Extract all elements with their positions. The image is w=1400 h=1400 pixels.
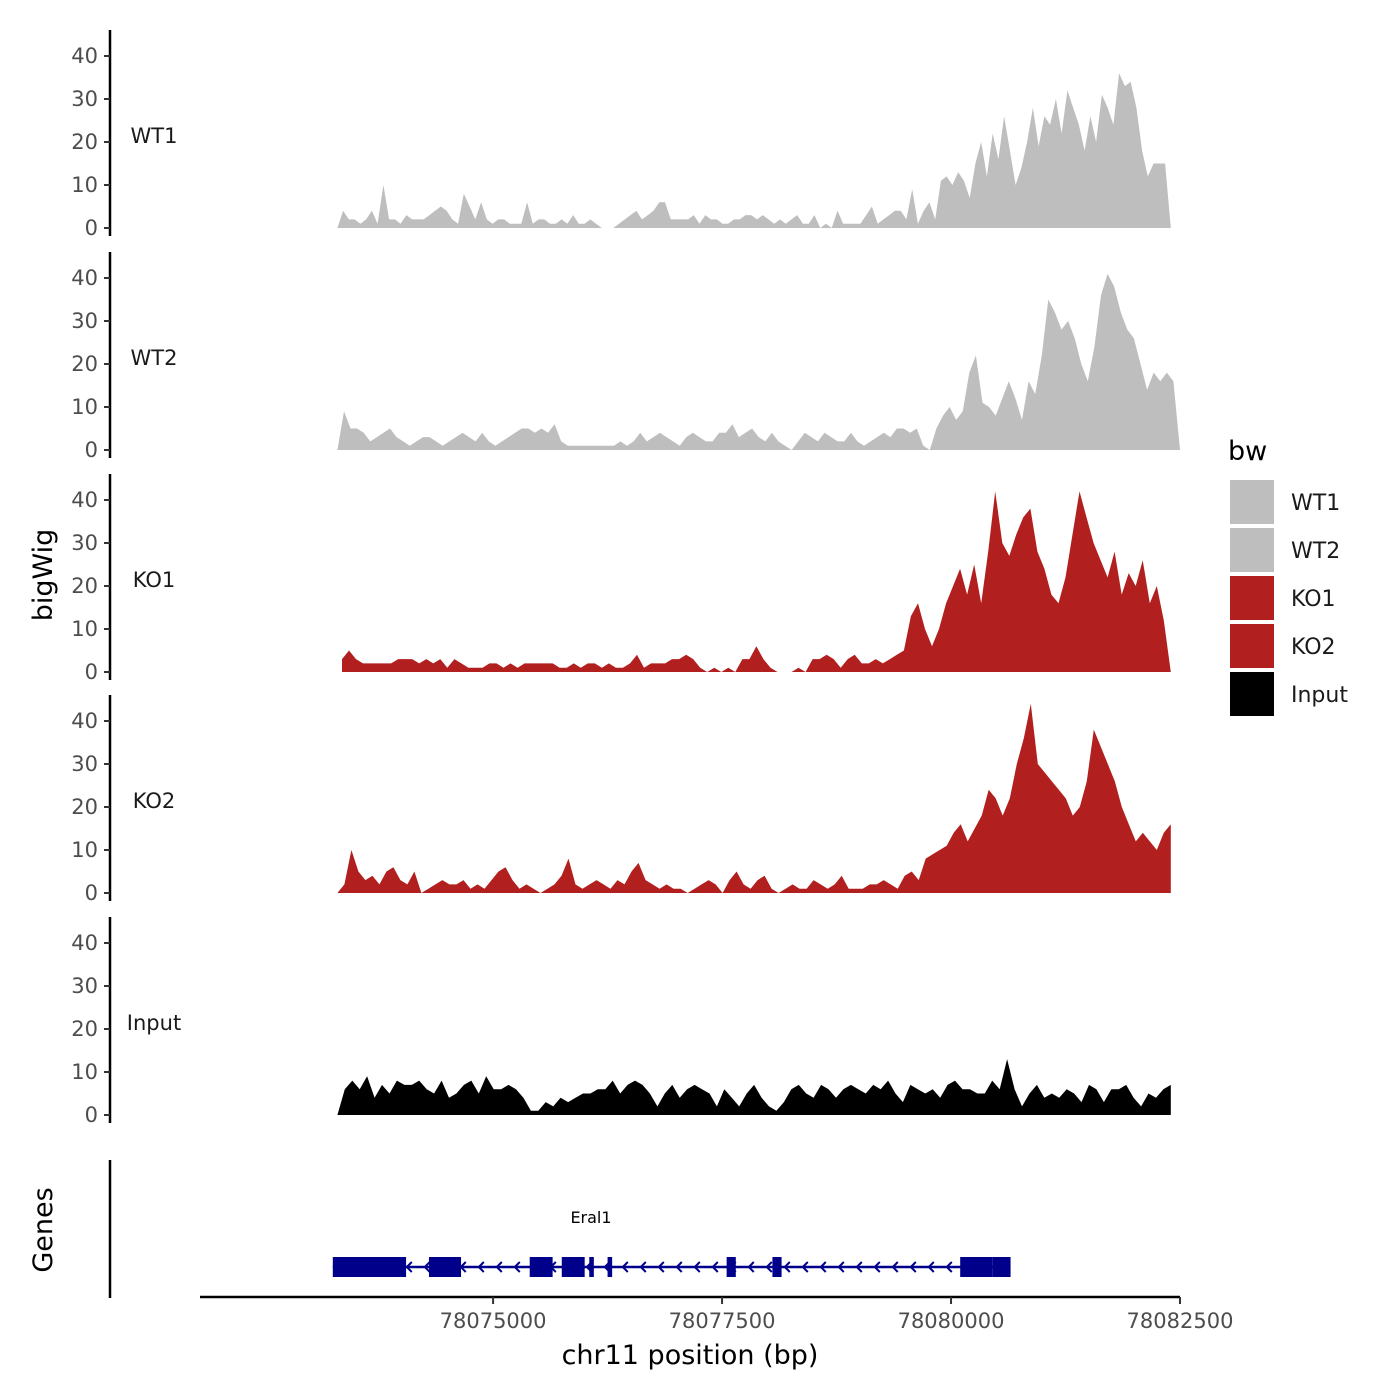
track-label: WT2 [131,346,178,370]
legend-title: bw [1228,436,1267,467]
gene-exon [607,1257,613,1277]
strand-arrow [675,1261,683,1273]
legend-swatch-wt2 [1230,528,1274,572]
y-tick-label: 10 [71,1060,98,1084]
y-tick-label: 10 [71,173,98,197]
y-tick-label: 30 [71,531,98,555]
y-tick-label: 0 [85,660,98,684]
y-tick-label: 20 [71,795,98,819]
x-axis: 78075000 78077500 78080000 78082500 [200,1295,1234,1333]
x-tick-label: 78082500 [1127,1309,1234,1333]
legend-swatch-input [1230,672,1274,716]
strand-arrow [873,1261,881,1273]
track-label: WT1 [131,124,178,148]
x-tick-label: 78075000 [440,1309,547,1333]
signal-area-wt2 [337,273,1180,450]
strand-arrow [693,1261,701,1273]
strand-arrow [855,1261,863,1273]
signal-area-ko2 [337,703,1171,893]
legend-label-ko1: KO1 [1291,587,1336,612]
y-tick-label: 20 [71,130,98,154]
y-tick-label: 0 [85,438,98,462]
x-tick-label: 78077500 [669,1309,776,1333]
signal-tracks: 0 10 20 30 40 WT1 0 10 20 30 40 WT2 0 10 20 30 40 KO1 0 10 2… [71,30,1180,1127]
legend-label-wt1: WT1 [1291,491,1340,516]
y-tick-label: 30 [71,974,98,998]
y-tick-label: 0 [85,1103,98,1127]
gene-exon [772,1257,782,1277]
track-input: 0 10 20 30 40 Input [71,917,1171,1127]
track-label: Input [127,1011,181,1035]
strand-arrow [747,1261,755,1273]
y-tick-label: 40 [71,44,98,68]
signal-area-input [337,1059,1171,1115]
gene-exon [428,1257,462,1277]
y-tick-label: 0 [85,881,98,905]
gene-exon [992,1257,1011,1277]
y-tick-label: 40 [71,488,98,512]
y-tick-label: 30 [71,87,98,111]
gene-track: Eral1 [108,1160,1011,1298]
legend-swatch-ko1 [1230,576,1274,620]
y-tick-label: 20 [71,574,98,598]
strand-arrow [927,1261,935,1273]
y-tick-label: 30 [71,309,98,333]
strand-arrow [405,1261,413,1273]
x-axis-label: chr11 position (bp) [562,1340,819,1371]
strand-arrow [819,1261,827,1273]
track-label: KO2 [133,789,176,813]
strand-arrow [657,1261,665,1273]
y-tick-label: 10 [71,617,98,641]
genes-track-label: Genes [28,1187,59,1272]
y-tick-label: 40 [71,266,98,290]
track-ko1: 0 10 20 30 40 KO1 [71,474,1171,684]
signal-area-ko1 [342,491,1171,672]
strand-arrow [783,1261,791,1273]
y-axis-label: bigWig [28,529,59,622]
track-ko2: 0 10 20 30 40 KO2 [71,695,1171,905]
strand-arrow [945,1261,953,1273]
strand-arrow [711,1261,719,1273]
gene-exon [726,1257,736,1277]
strand-arrow [765,1261,773,1273]
track-wt2: 0 10 20 30 40 WT2 [71,252,1180,462]
y-tick-label: 0 [85,216,98,240]
y-tick-label: 40 [71,709,98,733]
gene-exon [332,1257,407,1277]
strand-arrow [513,1261,521,1273]
strand-arrow [423,1261,431,1273]
strand-arrow [477,1261,485,1273]
gene-name-label: Eral1 [570,1208,611,1227]
track-label: KO1 [133,568,176,592]
strand-arrow [621,1261,629,1273]
y-tick-label: 30 [71,752,98,776]
y-tick-label: 10 [71,838,98,862]
y-tick-label: 20 [71,352,98,376]
y-tick-label: 10 [71,395,98,419]
strand-arrow [909,1261,917,1273]
strand-arrow [837,1261,845,1273]
signal-area-wt1 [337,73,1171,228]
legend-label-input: Input [1291,683,1348,708]
y-tick-label: 40 [71,931,98,955]
legend-label-ko2: KO2 [1291,635,1336,660]
legend-swatch-wt1 [1230,480,1274,524]
legend: bw WT1 WT2 KO1 KO2 Input [1228,436,1348,716]
y-tick-label: 20 [71,1017,98,1041]
gene-exon [589,1257,594,1277]
legend-label-wt2: WT2 [1291,539,1340,564]
strand-arrow [495,1261,503,1273]
track-wt1: 0 10 20 30 40 WT1 [71,30,1171,240]
gene-exon [529,1257,553,1277]
gene-exon [561,1257,585,1277]
legend-swatch-ko2 [1230,624,1274,668]
strand-arrow [891,1261,899,1273]
strand-arrow [801,1261,809,1273]
gene-exon [960,1257,993,1277]
x-tick-label: 78080000 [898,1309,1005,1333]
strand-arrow [639,1261,647,1273]
